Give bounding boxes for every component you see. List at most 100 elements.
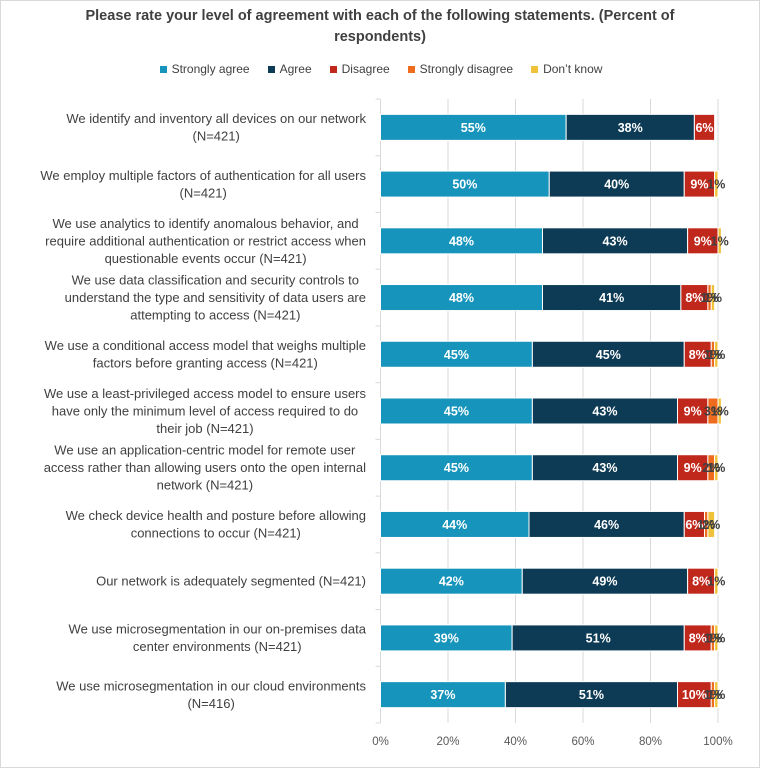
bar-row-6: 45% 43% 9% 3%1%: [380, 397, 729, 425]
data-label-strongly-disagree: 1%: [701, 291, 719, 305]
bar-segment-agree[interactable]: [531, 340, 685, 368]
bar-segment-agree[interactable]: [542, 227, 689, 255]
category-label: We check device health and posture befor…: [66, 508, 366, 541]
legend-label-strongly-disagree: Strongly disagree: [419, 62, 514, 76]
bar-row-2: 50% 40% 9%1%: [380, 170, 725, 198]
bar-segment-agree[interactable]: [565, 113, 695, 141]
data-label-strongly-disagree: 2%: [702, 461, 720, 475]
x-tick-label: 40%: [504, 736, 527, 748]
data-label-don-t-know: 1%: [711, 405, 729, 419]
bar-segment-disagree[interactable]: [687, 567, 716, 595]
bar-segment-disagree[interactable]: [683, 170, 716, 198]
x-tick-label: 0%: [372, 736, 389, 748]
bar-segment-strongly-agree[interactable]: [380, 454, 533, 482]
bar-row-10: 39% 51% 8%1%1%: [380, 624, 725, 652]
bar-segment-strongly-agree[interactable]: [380, 284, 543, 312]
category-label: We use data classification and security …: [65, 273, 366, 323]
bar-row-5: 45% 45% 8%1%1%: [380, 340, 725, 368]
category-label-line: (N=416): [187, 696, 234, 711]
bar-segment-don-t-know[interactable]: [714, 567, 719, 595]
bar-segment-strongly-agree[interactable]: [380, 681, 506, 709]
bar-row-11: 37% 51% 10%1%1%: [380, 681, 725, 709]
bar-segment-disagree[interactable]: [693, 113, 716, 141]
category-label-line: (N=421): [193, 129, 240, 144]
bar-segment-don-t-know[interactable]: [714, 681, 719, 709]
category-label-line: network (N=421): [157, 478, 253, 493]
bar-segment-agree[interactable]: [504, 681, 678, 709]
data-label-disagree: 9%: [694, 234, 712, 248]
data-label-don-t-know: 1%: [707, 178, 725, 192]
legend-label-dont-know: Don’t know: [543, 62, 603, 76]
legend-swatch-agree: [267, 65, 275, 73]
y-axis: [375, 98, 381, 724]
bar-segment-agree[interactable]: [528, 510, 685, 538]
bar-segment-disagree[interactable]: [677, 397, 709, 425]
bar-segment-don-t-know[interactable]: [717, 397, 722, 425]
bar-row-1: 55% 38% 6%: [380, 113, 716, 141]
bar-segment-don-t-know[interactable]: [717, 227, 722, 255]
data-label-strongly-disagree: 1%: [704, 688, 722, 702]
bar-segment-strongly-agree[interactable]: [380, 113, 567, 141]
data-label-strongly-agree: 45%: [444, 461, 469, 475]
bar-segment-disagree[interactable]: [683, 340, 712, 368]
data-label-strongly-disagree: 1%: [697, 518, 715, 532]
data-label-agree: 41%: [599, 291, 624, 305]
data-label-agree: 46%: [594, 518, 619, 532]
category-label: We use microsegmentation in our cloud en…: [56, 678, 366, 711]
bar-segment-don-t-know[interactable]: [707, 510, 716, 538]
x-axis-ticks: 0% 20% 40% 60% 80% 100%: [372, 736, 733, 748]
bar-segment-agree[interactable]: [511, 624, 685, 652]
data-label-strongly-agree: 50%: [452, 178, 477, 192]
legend-swatch-dont-know: [531, 65, 539, 73]
data-label-don-t-know: 1%: [707, 688, 725, 702]
data-label-disagree: 6%: [695, 121, 713, 135]
data-label-agree: 43%: [592, 461, 617, 475]
legend-item-agree[interactable]: Agree: [266, 62, 312, 76]
data-label-disagree: 9%: [684, 461, 702, 475]
data-label-disagree: 6%: [685, 518, 703, 532]
bar-segment-agree[interactable]: [521, 567, 689, 595]
data-label-strongly-agree: 39%: [434, 631, 459, 645]
data-label-strongly-agree: 42%: [439, 575, 464, 589]
data-label-disagree: 8%: [685, 291, 703, 305]
data-label-strongly-disagree: 1%: [704, 348, 722, 362]
bar-segment-strongly-agree[interactable]: [380, 624, 513, 652]
legend-item-disagree[interactable]: Disagree: [328, 62, 390, 76]
bar-segment-don-t-know[interactable]: [714, 454, 719, 482]
bar-segment-agree[interactable]: [531, 454, 678, 482]
data-label-strongly-disagree: 1%: [704, 631, 722, 645]
data-label-agree: 43%: [592, 405, 617, 419]
bar-segment-don-t-know[interactable]: [710, 284, 716, 312]
bar-segment-strongly-agree[interactable]: [380, 227, 543, 255]
data-label-disagree: 8%: [689, 631, 707, 645]
data-label-strongly-agree: 44%: [442, 518, 467, 532]
bar-segment-don-t-know[interactable]: [714, 624, 719, 652]
category-label-line: require additional authentication or res…: [45, 233, 366, 248]
category-label: We use analytics to identify anomalous b…: [45, 216, 366, 266]
x-tick-label: 60%: [571, 736, 594, 748]
bar-segment-agree[interactable]: [542, 284, 682, 312]
data-label-agree: 51%: [586, 631, 611, 645]
legend-item-strongly-disagree[interactable]: Strongly disagree: [406, 62, 513, 76]
category-label-line: access rather than allowing users onto t…: [44, 460, 366, 475]
data-label-agree: 43%: [603, 234, 628, 248]
bar-segment-agree[interactable]: [531, 397, 678, 425]
category-label-line: We use an application-centric model for …: [54, 443, 356, 458]
bar-segment-strongly-agree[interactable]: [380, 397, 533, 425]
legend-item-dont-know[interactable]: Don’t know: [529, 62, 602, 76]
legend-item-strongly-agree[interactable]: Strongly agree: [158, 62, 250, 76]
bar-segment-don-t-know[interactable]: [714, 340, 719, 368]
chart-title-line-2: respondents): [334, 29, 426, 45]
data-label-agree: 45%: [596, 348, 621, 362]
data-label-strongly-agree: 48%: [449, 291, 474, 305]
bar-segment-disagree[interactable]: [680, 284, 709, 312]
bar-row-8: 44% 46% 6%1%2%: [380, 510, 720, 538]
legend-label-strongly-agree: Strongly agree: [171, 62, 250, 76]
category-label-line: We use microsegmentation in our cloud en…: [56, 678, 366, 693]
category-label-line: center environments (N=421): [133, 639, 302, 654]
bar-segment-strongly-agree[interactable]: [380, 340, 533, 368]
bar-segment-strongly-agree[interactable]: [380, 170, 550, 198]
data-label-don-t-know: 1%: [707, 348, 725, 362]
bar-segment-don-t-know[interactable]: [714, 170, 719, 198]
